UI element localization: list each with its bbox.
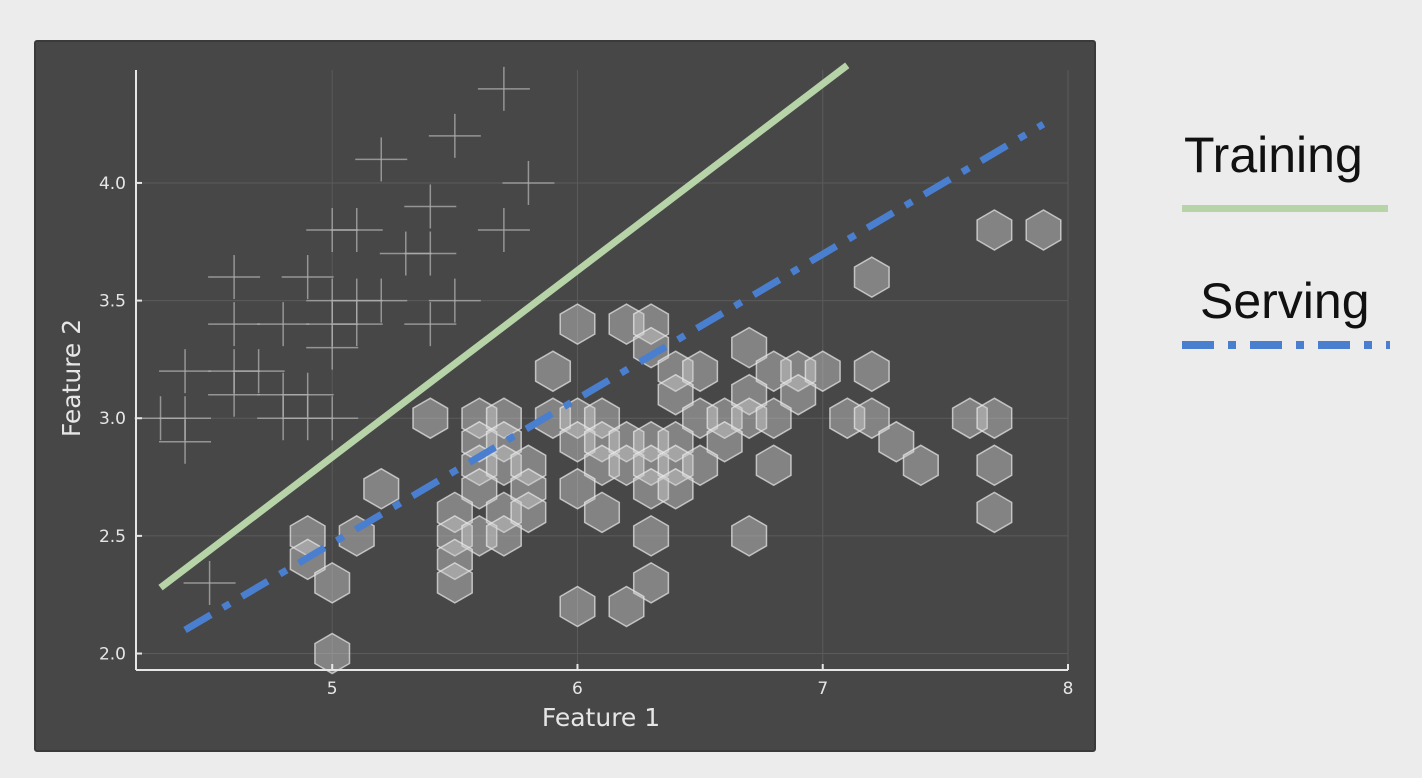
hexagon-point — [902, 444, 939, 487]
trend-lines — [158, 62, 1046, 634]
y-tick-label: 3.5 — [99, 292, 126, 312]
legend-training-line — [1182, 205, 1388, 212]
x-axis-title: Feature 1 — [542, 703, 660, 732]
hexagon-point — [853, 256, 890, 298]
hexagon-point — [314, 632, 351, 675]
hexagon-point — [657, 420, 694, 463]
hexagon-point — [706, 420, 743, 463]
cross-point — [404, 302, 457, 347]
legend-serving-line — [1182, 341, 1390, 349]
training-line — [158, 62, 850, 591]
hexagon-point — [682, 444, 719, 487]
cross-point — [428, 113, 481, 158]
hexagon-point — [510, 444, 547, 487]
cross-point — [355, 137, 408, 182]
cross-point — [281, 255, 334, 300]
hexagon-point — [976, 397, 1013, 440]
y-axis-title: Feature 2 — [57, 319, 86, 437]
hexagon-point — [632, 562, 670, 604]
cross-point — [330, 302, 383, 347]
cross-point — [183, 560, 236, 605]
hexagon-point — [976, 491, 1013, 534]
hexagon-point — [510, 467, 547, 510]
x-tick-label: 7 — [817, 679, 828, 699]
hexagon-point — [632, 303, 670, 345]
hexagon-point — [706, 397, 743, 440]
x-tick-label: 8 — [1063, 679, 1074, 699]
hexagon-point — [559, 467, 596, 510]
cross-point — [330, 208, 383, 252]
data-points — [134, 66, 1062, 675]
legend-serving-label: Serving — [1200, 273, 1370, 329]
chart-panel: 5 6 7 8 2.0 2.5 3.0 3.5 4.0 Feature 1 Feature 2 — [34, 40, 1096, 752]
cross-point — [306, 396, 359, 441]
hexagon-point — [657, 373, 694, 416]
hexagon-point — [461, 467, 498, 510]
cross-point — [159, 349, 212, 394]
cross-point — [159, 419, 212, 464]
scatter-chart: 5 6 7 8 2.0 2.5 3.0 3.5 4.0 Feature 1 Feature 2 — [57, 62, 1073, 732]
hexagon-point — [510, 491, 547, 534]
hexagon-point — [755, 444, 792, 487]
hexagon-point — [485, 515, 522, 557]
hexagon-point — [780, 373, 817, 416]
cross-point — [428, 278, 481, 323]
hexagon-point — [853, 350, 890, 393]
hexagon-point — [682, 350, 719, 393]
hexagon-point — [559, 585, 596, 628]
x-tick-label: 6 — [572, 679, 583, 699]
y-tick-label: 2.5 — [99, 527, 126, 547]
hexagon-point — [632, 515, 670, 557]
y-tick-label: 3.0 — [99, 409, 126, 429]
cross-point — [208, 255, 261, 300]
hexagon-point — [755, 397, 792, 440]
hexagon-point — [878, 420, 915, 463]
hexagon-point — [608, 585, 645, 628]
hexagon-point — [436, 562, 473, 604]
hexagon-point — [412, 397, 449, 440]
cross-point — [208, 372, 261, 417]
cross-point — [355, 278, 408, 323]
hexagon-point — [534, 350, 572, 393]
x-tick-label: 5 — [327, 679, 338, 699]
hexagon-point — [363, 467, 400, 510]
y-tick-label: 2.0 — [99, 645, 126, 665]
grid-lines — [136, 70, 1069, 670]
hexagon-point — [436, 491, 473, 534]
hexagon-point — [485, 420, 522, 463]
axes: 5 6 7 8 2.0 2.5 3.0 3.5 4.0 — [99, 70, 1073, 699]
cross-point — [257, 372, 310, 417]
hexagon-point — [485, 397, 522, 440]
cross-point — [477, 66, 530, 111]
hexagon-point — [976, 444, 1013, 487]
cross-point — [404, 184, 457, 229]
cross-point — [257, 302, 310, 347]
y-tick-label: 4.0 — [99, 174, 126, 194]
legend-training-label: Training — [1184, 127, 1363, 183]
cross-point — [404, 231, 457, 276]
hexagon-point — [1025, 209, 1062, 251]
hexagon-point — [657, 467, 694, 510]
hexagon-point — [976, 209, 1013, 251]
cross-point — [232, 349, 285, 394]
hexagon-point — [583, 397, 621, 440]
hexagon-point — [755, 350, 792, 393]
cross-point — [306, 325, 359, 370]
hexagon-point — [731, 515, 768, 557]
hexagon-point — [559, 303, 596, 345]
cross-point — [208, 302, 261, 347]
hexagon-point — [436, 538, 473, 581]
hexagon-point — [583, 491, 621, 534]
hexagon-point — [853, 397, 890, 440]
hexagon-point — [436, 515, 473, 557]
hexagon-point — [804, 350, 841, 393]
hexagon-point — [314, 562, 351, 604]
cross-point — [502, 160, 555, 205]
hexagon-point — [731, 373, 768, 416]
serving-line — [183, 121, 1046, 634]
cross-point — [477, 208, 530, 252]
hexagon-point — [731, 326, 768, 369]
